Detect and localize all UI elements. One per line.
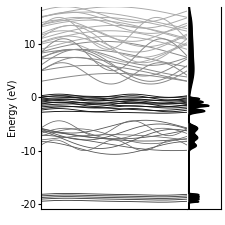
Y-axis label: Energy (eV): Energy (eV) [8, 79, 18, 137]
